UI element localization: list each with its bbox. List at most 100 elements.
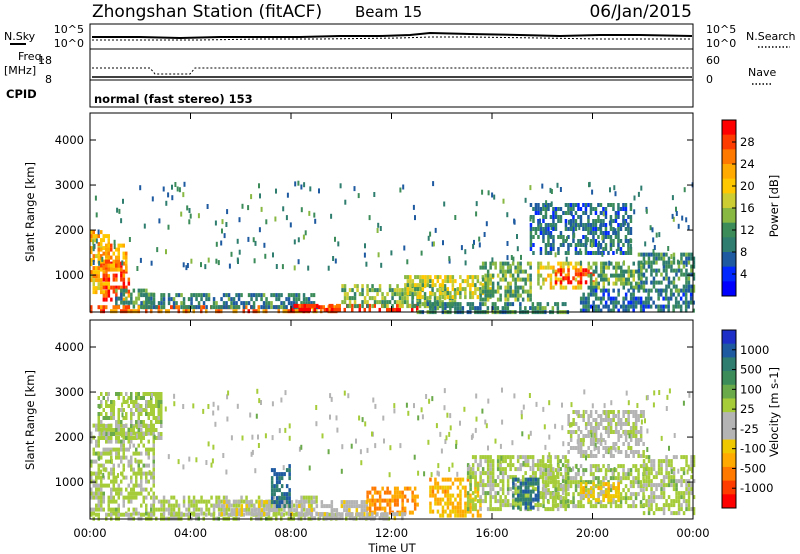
data-cell	[90, 305, 93, 310]
data-cell	[597, 273, 600, 278]
data-cell	[98, 431, 101, 437]
data-cell	[135, 309, 138, 314]
data-cell	[130, 408, 133, 412]
data-cell	[102, 273, 106, 278]
data-cell	[92, 451, 95, 456]
data-cell	[373, 516, 377, 521]
data-cell	[633, 209, 636, 215]
data-cell	[549, 495, 552, 500]
data-cell	[675, 284, 678, 289]
data-cell	[245, 500, 249, 505]
data-cell	[675, 455, 678, 460]
data-cell	[556, 459, 560, 464]
data-cell	[501, 269, 505, 274]
data-cell	[90, 507, 93, 512]
data-cell	[171, 184, 173, 190]
data-cell	[139, 257, 142, 263]
data-cell	[556, 475, 560, 480]
data-cell	[90, 274, 93, 279]
data-cell	[150, 400, 153, 404]
data-cell	[634, 430, 638, 434]
data-cell	[529, 505, 533, 510]
data-cell	[592, 418, 595, 422]
data-cell	[446, 287, 450, 292]
data-cell	[135, 424, 138, 430]
data-cell	[388, 490, 392, 495]
data-cell	[474, 483, 477, 488]
data-cell	[567, 203, 570, 207]
data-cell	[456, 287, 460, 292]
data-cell	[582, 243, 585, 247]
data-cell	[614, 304, 618, 309]
data-cell	[135, 475, 138, 480]
data-cell	[572, 239, 575, 243]
data-cell	[645, 276, 648, 281]
data-cell	[484, 293, 487, 298]
data-cell	[577, 280, 580, 285]
data-cell	[602, 231, 605, 235]
data-cell	[640, 252, 643, 257]
data-cell	[634, 450, 638, 454]
data-cell	[607, 304, 610, 309]
data-cell	[529, 243, 533, 247]
data-cell	[97, 247, 100, 252]
data-cell	[122, 285, 126, 290]
data-cell	[592, 442, 595, 446]
data-cell	[542, 207, 545, 211]
data-cell	[476, 509, 480, 514]
data-cell	[639, 308, 643, 313]
data-cell	[514, 277, 517, 282]
data-cell	[283, 504, 286, 509]
data-cell	[597, 304, 600, 309]
data-cell	[241, 203, 244, 209]
data-cell	[469, 287, 472, 292]
data-cell	[122, 255, 125, 260]
data-cell	[687, 284, 691, 289]
data-cell	[592, 308, 595, 313]
data-cell	[522, 404, 525, 410]
data-cell	[235, 508, 239, 513]
data-cell	[220, 309, 223, 314]
data-cell	[529, 489, 533, 494]
data-cell	[692, 511, 696, 516]
data-cell	[167, 192, 170, 198]
data-cell	[424, 279, 427, 284]
data-cell	[401, 506, 404, 511]
data-cell	[464, 513, 467, 518]
data-cell	[589, 414, 593, 418]
data-cell	[220, 305, 223, 310]
data-cell	[140, 293, 143, 298]
data-cell	[97, 507, 100, 512]
data-cell	[105, 447, 108, 452]
data-cell	[150, 408, 153, 412]
data-cell	[205, 512, 208, 517]
data-cell	[532, 489, 535, 494]
data-cell	[629, 410, 633, 414]
data-cell	[526, 293, 530, 298]
data-cell	[646, 447, 649, 452]
data-cell	[212, 410, 215, 416]
data-cell	[310, 495, 313, 500]
data-cell	[471, 295, 475, 300]
data-cell	[506, 487, 510, 492]
data-cell	[645, 208, 648, 214]
data-cell	[574, 223, 578, 227]
data-cell	[272, 293, 276, 298]
data-cell	[594, 211, 598, 215]
data-cell	[120, 455, 123, 460]
data-cell	[627, 446, 630, 450]
data-cell	[302, 234, 305, 240]
data-cell	[110, 512, 113, 517]
data-cell	[152, 499, 156, 504]
data-cell	[288, 500, 291, 505]
data-cell	[549, 243, 553, 247]
data-cell	[594, 434, 598, 438]
data-cell	[95, 507, 98, 512]
data-cell	[217, 503, 221, 508]
data-cell	[583, 389, 586, 395]
data-cell	[227, 390, 230, 396]
data-cell	[544, 464, 548, 469]
data-cell	[275, 297, 278, 302]
data-cell	[609, 235, 613, 239]
data-cell	[95, 439, 98, 444]
